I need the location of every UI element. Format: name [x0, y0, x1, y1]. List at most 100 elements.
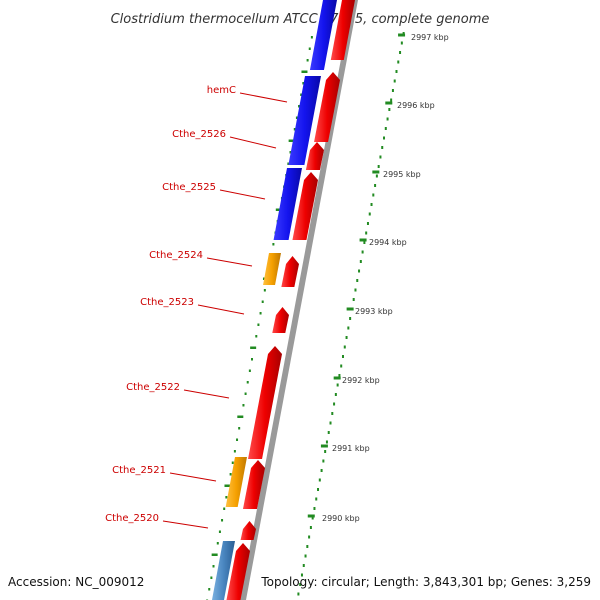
- inner-dot: [221, 519, 224, 522]
- inner-dot: [242, 404, 245, 407]
- inner-dot: [244, 392, 247, 395]
- inner-dot: [255, 335, 258, 338]
- scale-dot: [393, 79, 396, 83]
- scale-dot: [399, 51, 402, 54]
- gene-forward: [305, 142, 324, 170]
- inner-dot: [310, 36, 313, 39]
- tick-ring: [206, 36, 313, 600]
- gene-forward: [272, 307, 289, 333]
- inner-dot: [289, 151, 292, 154]
- inner-dot: [302, 82, 305, 85]
- scale-dot: [383, 136, 386, 140]
- scale-dot: [320, 469, 323, 472]
- scale-dot: [324, 450, 327, 453]
- accession-text: Accession: NC_009012: [8, 575, 144, 589]
- scale-dot: [359, 260, 362, 263]
- scale-dot: [375, 174, 378, 178]
- gene-forward: [226, 543, 250, 600]
- inner-dot: [208, 588, 211, 591]
- scale-dot: [379, 155, 382, 159]
- inner-dot: [300, 93, 303, 96]
- scale-dot: [365, 231, 368, 235]
- scale-major-tick: [333, 376, 341, 380]
- scale-dot: [377, 165, 380, 168]
- gene-forward: [314, 72, 340, 142]
- inner-dot: [261, 300, 264, 303]
- scale-dot: [331, 412, 334, 415]
- label-leader: [239, 92, 288, 103]
- gene-labels: hemC Cthe_2526 Cthe_2525 Cthe_2524 Cthe_…: [105, 85, 236, 524]
- label-leader: [219, 189, 266, 200]
- scale-major-tick: [320, 444, 328, 448]
- scale-dot: [391, 89, 394, 92]
- scale-dot: [308, 535, 311, 539]
- scale-dot: [354, 288, 357, 292]
- inner-dot: [231, 461, 234, 464]
- scale-dot: [318, 478, 321, 482]
- scale-dot: [309, 526, 312, 529]
- scale-dot: [395, 70, 398, 73]
- inner-dot: [248, 369, 251, 372]
- scale-labels: 2997 kbp 2996 kbp 2995 kbp 2994 kbp 2993…: [322, 33, 449, 523]
- gene-reverse: [288, 76, 321, 165]
- inner-dot: [210, 576, 213, 579]
- scale-ring: [297, 32, 406, 596]
- scale-dot: [400, 41, 403, 45]
- scale-dot: [336, 383, 339, 387]
- label-leader: [229, 136, 277, 149]
- scale-dot: [358, 269, 361, 273]
- scale-dot: [304, 554, 307, 558]
- inner-dot: [212, 565, 215, 568]
- gene-label-hemC: hemC: [207, 85, 236, 96]
- scale-dot: [384, 127, 387, 130]
- scale-dot: [340, 364, 343, 368]
- backbone: [240, 0, 358, 600]
- inner-dot: [295, 116, 298, 119]
- inner-major-tick: [250, 346, 257, 349]
- inner-dot: [246, 381, 249, 384]
- gene-forward: [330, 0, 355, 60]
- scale-dot: [388, 108, 391, 111]
- gene-label-cthe-2523: Cthe_2523: [140, 297, 194, 308]
- scale-major-tick: [372, 170, 380, 174]
- scale-label: 2995 kbp: [383, 170, 421, 179]
- inner-dot: [218, 530, 221, 533]
- scale-dot: [299, 583, 302, 586]
- gene-forward: [281, 256, 299, 287]
- map-title: Clostridium thermocellum ATCC 27405, com…: [111, 12, 490, 27]
- scale-dot: [361, 250, 364, 254]
- inner-dot: [306, 59, 309, 62]
- inner-dot: [223, 507, 226, 510]
- gene-reverse: [211, 541, 235, 600]
- scale-dot: [329, 421, 332, 425]
- scale-dot: [352, 298, 355, 301]
- inner-dot: [225, 496, 228, 499]
- inner-dot: [272, 243, 275, 246]
- inner-dot: [257, 323, 260, 326]
- scale-label: 2993 kbp: [355, 307, 393, 316]
- inner-dot: [308, 47, 311, 50]
- inner-dot: [298, 105, 301, 108]
- scale-dot: [370, 203, 373, 206]
- scale-dot: [349, 317, 352, 320]
- inner-dot: [251, 358, 254, 361]
- gene-forward: [240, 521, 256, 540]
- inner-dot: [259, 312, 262, 315]
- scale-dot: [325, 440, 328, 444]
- scale-dot: [306, 545, 309, 548]
- label-leader: [197, 304, 245, 315]
- scale-dot: [397, 60, 400, 64]
- scale-dot: [356, 279, 359, 282]
- scale-major-tick: [359, 238, 367, 242]
- scale-dot: [390, 98, 393, 102]
- gene-label-cthe-2520: Cthe_2520: [105, 513, 159, 524]
- scale-dot: [341, 355, 344, 358]
- scale-label: 2992 kbp: [342, 376, 380, 385]
- label-leader: [183, 389, 230, 399]
- label-leader: [169, 472, 217, 482]
- scale-dot: [343, 345, 346, 349]
- inner-dot: [233, 450, 236, 453]
- scale-label: 2997 kbp: [411, 33, 449, 42]
- scale-label: 2990 kbp: [322, 514, 360, 523]
- scale-dot: [366, 222, 369, 225]
